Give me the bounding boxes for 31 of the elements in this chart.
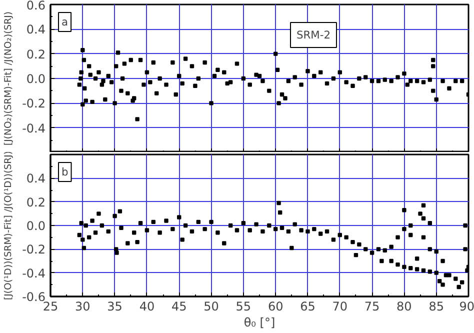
y-tick-label: 0.0	[26, 72, 46, 86]
x-tick-label: 60	[268, 300, 284, 314]
x-tick-label: 50	[204, 300, 219, 314]
y-axis-title: [J(O(¹D))(SRM)-Fit] /J(O(¹D))(SRJ)	[3, 150, 14, 300]
x-tick-label: 45	[171, 300, 187, 314]
y-tick-label: -0.2	[22, 96, 46, 111]
y-tick-label: 0.4	[26, 22, 46, 37]
y-tick-label: -0.2	[22, 242, 46, 257]
x-tick-label: 90	[459, 300, 474, 314]
x-tick-label: 65	[300, 300, 316, 314]
x-tick-label: 75	[364, 300, 380, 314]
y-axis-title: [J(NO₂)(SRM)-Fit] /J(NO₂)(SRJ)	[3, 11, 14, 146]
y-tick-label: -0.4	[22, 121, 46, 136]
x-tick-label: 35	[107, 300, 122, 314]
x-tick-label: 70	[332, 300, 348, 314]
x-tick-label: 25	[42, 300, 58, 314]
x-tick-label: 80	[396, 300, 412, 314]
annotation: b	[62, 166, 68, 178]
y-tick-label: -0.4	[22, 266, 46, 280]
x-axis-title: θ₀ [°]	[244, 316, 276, 330]
x-tick-label: 30	[75, 300, 90, 314]
annotation: SRM-2	[296, 28, 330, 42]
x-tick-label: 40	[139, 300, 155, 314]
y-tick-label: 0.4	[26, 172, 46, 186]
x-tick-label: 55	[236, 300, 252, 314]
x-tick-label: 85	[428, 300, 444, 314]
y-tick-label: 0.2	[26, 47, 46, 62]
y-tick-label: 0.2	[26, 195, 46, 210]
annotation: a	[62, 16, 68, 28]
y-tick-label: 0.6	[26, 0, 46, 12]
y-tick-label: 0.0	[26, 219, 46, 233]
